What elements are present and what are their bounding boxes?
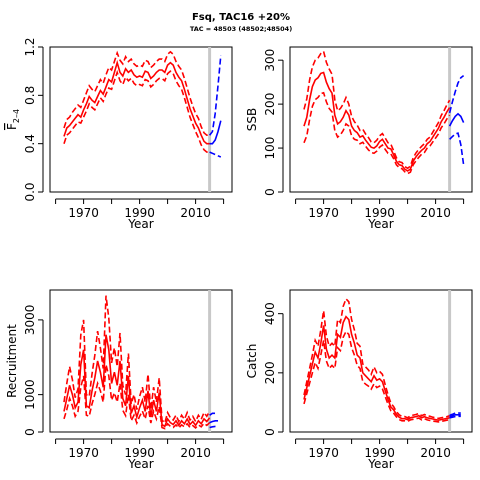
x-tick-label: 2010	[180, 206, 211, 220]
panel-catch: 1970 1990 2010 0 200 400 Year Catch	[245, 289, 473, 471]
projection-lower-bound	[449, 415, 461, 419]
plot-frame	[289, 46, 473, 193]
x-axis-title: Year	[367, 217, 393, 231]
projection-lower-bound	[449, 132, 465, 165]
x-axis-title: Year	[127, 217, 153, 231]
x-tick-label: 1970	[68, 206, 99, 220]
projection-estimate	[209, 120, 222, 145]
y-tick-label: 1000	[23, 379, 37, 410]
projection-lower-bound	[209, 151, 222, 158]
y-tick-label: 400	[263, 302, 277, 325]
y-tick-label: 200	[263, 361, 277, 384]
history-estimate	[63, 59, 210, 145]
plot-frame	[49, 46, 233, 193]
y-axis-title: SSB	[245, 108, 259, 131]
x-tick-label: 1990	[124, 206, 155, 220]
y-tick-label: 1.2	[23, 37, 37, 56]
x-tick-label: 2010	[420, 206, 451, 220]
x-tick-label: 1970	[308, 206, 339, 220]
panel-ssb: 1970 1990 2010 0 100 200 300 Year SSB	[245, 46, 473, 231]
y-tick-label: 0.4	[23, 134, 37, 153]
y-tick-label: 0	[23, 428, 37, 436]
history-lower-bound	[303, 329, 450, 423]
history-lower-bound	[303, 91, 451, 175]
history-upper-bound	[303, 50, 451, 170]
history-upper-bound	[63, 50, 210, 136]
history-estimate	[63, 334, 211, 428]
y-tick-label: 0	[263, 188, 277, 196]
y-tick-label: 200	[263, 93, 277, 116]
x-axis-title: Year	[367, 457, 393, 471]
history-estimate	[303, 315, 450, 422]
y-tick-label: 0	[263, 428, 277, 436]
panels: 1970 1990 2010 0.0 0.4 0.8 1.2 Year F2–4 1970 1990…	[5, 37, 473, 471]
x-tick-label: 1970	[68, 446, 99, 460]
history-lower-bound	[63, 69, 210, 153]
y-tick-label: 300	[263, 49, 277, 72]
panel-recruitment: 1970 1990 2010 0 1000 3000 Year Recruitment	[5, 289, 233, 471]
history-lower-bound	[63, 364, 211, 430]
projection-estimate	[449, 414, 461, 418]
x-tick-label: 1990	[364, 446, 395, 460]
projection-upper-bound	[449, 412, 461, 417]
projection-estimate	[448, 112, 465, 127]
x-tick-label: 1970	[308, 446, 339, 460]
projection-upper-bound	[208, 55, 222, 136]
history-estimate	[303, 71, 451, 172]
x-tick-label: 1990	[124, 446, 155, 460]
projection-estimate	[209, 420, 218, 424]
history-upper-bound	[303, 297, 450, 420]
plot-frame	[289, 289, 473, 433]
y-axis-title: F2–4	[5, 109, 21, 130]
history-upper-bound	[63, 295, 211, 425]
x-tick-label: 2010	[420, 446, 451, 460]
y-tick-label: 0.8	[23, 86, 37, 105]
panel-f: 1970 1990 2010 0.0 0.4 0.8 1.2 Year F2–4	[5, 37, 233, 231]
figure-subtitle: TAC = 48503 (48502;48504)	[190, 25, 292, 33]
projection-lower-bound	[209, 425, 218, 429]
y-tick-label: 100	[263, 137, 277, 160]
x-tick-label: 2010	[180, 446, 211, 460]
y-axis-title: Recruitment	[5, 324, 19, 398]
y-axis-title: Catch	[245, 344, 259, 379]
figure-title: Fsq, TAC16 +20%	[192, 12, 290, 23]
x-tick-label: 1990	[364, 206, 395, 220]
projection-upper-bound	[448, 74, 465, 114]
y-tick-label: 3000	[23, 305, 37, 336]
x-axis-title: Year	[127, 457, 153, 471]
plot-frame	[49, 289, 233, 433]
y-tick-label: 0.0	[23, 182, 37, 201]
projection-upper-bound	[209, 412, 218, 416]
